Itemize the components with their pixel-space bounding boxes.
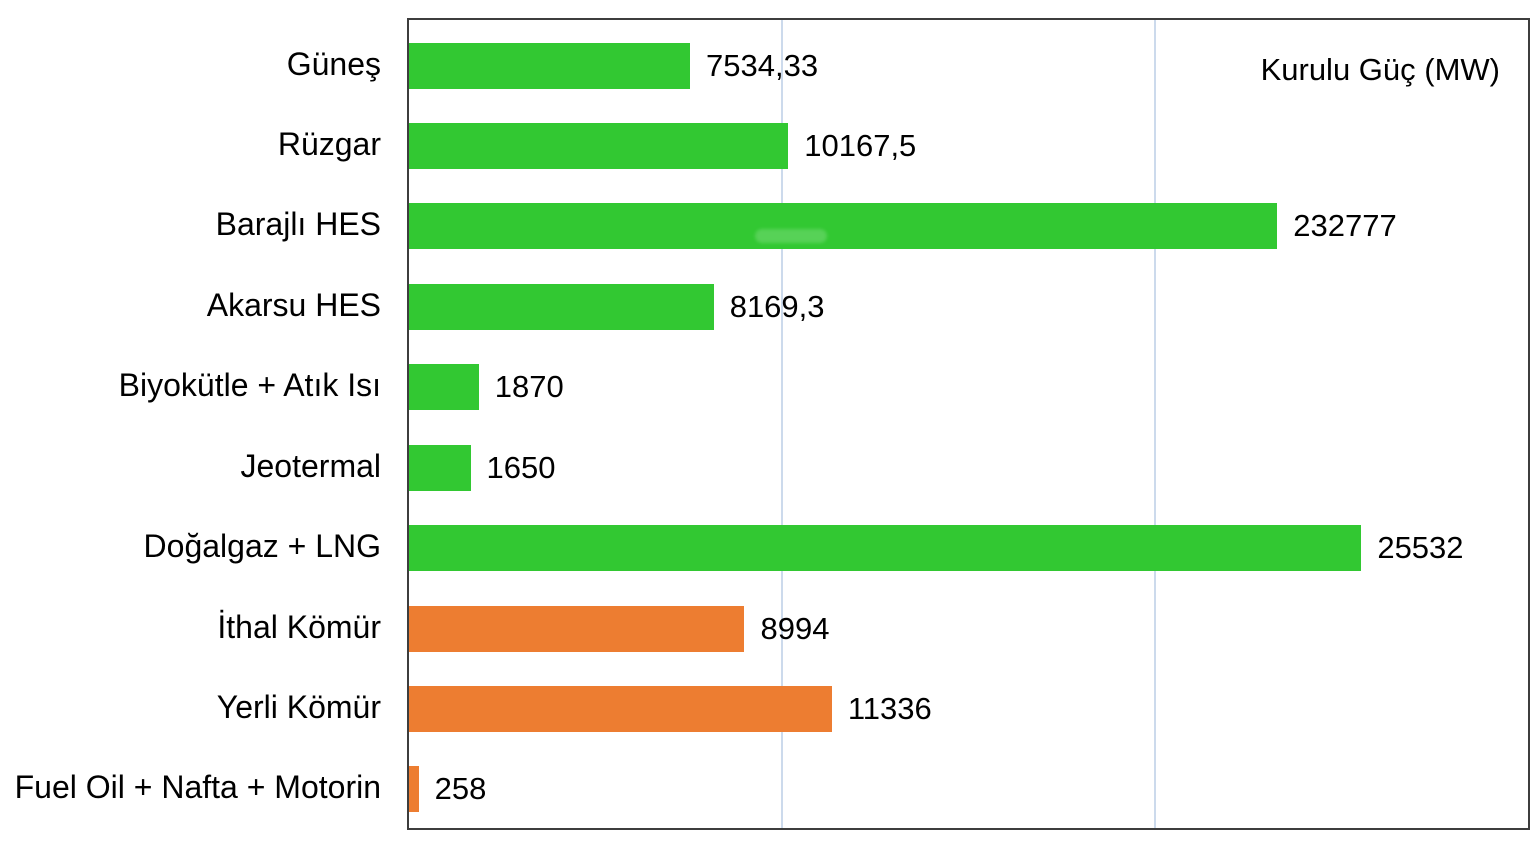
category-label: Rüzgar bbox=[277, 125, 381, 162]
bar bbox=[409, 525, 1362, 572]
category-label: Yerli Kömür bbox=[216, 689, 381, 726]
value-label: 8994 bbox=[760, 610, 830, 646]
bar bbox=[409, 766, 419, 813]
value-label: 25532 bbox=[1377, 530, 1464, 566]
value-label: 11336 bbox=[847, 691, 932, 727]
bar bbox=[409, 444, 471, 491]
value-label: 1650 bbox=[486, 449, 556, 485]
gridline-x-20000 bbox=[1154, 20, 1156, 828]
bar bbox=[409, 42, 691, 89]
value-label: 8169,3 bbox=[729, 288, 825, 324]
gridline-x-10000 bbox=[781, 20, 783, 828]
category-label: İthal Kömür bbox=[217, 608, 381, 645]
watermark bbox=[755, 229, 827, 243]
bar bbox=[409, 364, 479, 411]
bar bbox=[409, 686, 832, 733]
value-label: 7534,33 bbox=[706, 47, 819, 83]
bar bbox=[409, 203, 1278, 250]
value-label: 10167,5 bbox=[804, 127, 917, 163]
category-label: Barajlı HES bbox=[215, 206, 381, 243]
bar bbox=[409, 122, 789, 169]
bar bbox=[409, 283, 714, 330]
category-label: Fuel Oil + Nafta + Motorin bbox=[14, 769, 381, 806]
category-label: Biyokütle + Atık Isı bbox=[118, 367, 381, 404]
category-label: Doğalgaz + LNG bbox=[143, 528, 381, 565]
chart-title: Kurulu Güç (MW) bbox=[1260, 52, 1500, 87]
plot-area: Kurulu Güç (MW) 7534,33 10167,5 232777 8169… bbox=[407, 18, 1530, 830]
value-label: 258 bbox=[434, 771, 487, 807]
category-label: Güneş bbox=[286, 45, 381, 82]
value-label: 1870 bbox=[494, 369, 564, 405]
category-label: Akarsu HES bbox=[206, 286, 381, 323]
category-label: Jeotermal bbox=[240, 447, 382, 484]
bar bbox=[409, 605, 745, 652]
value-label: 232777 bbox=[1293, 208, 1397, 244]
